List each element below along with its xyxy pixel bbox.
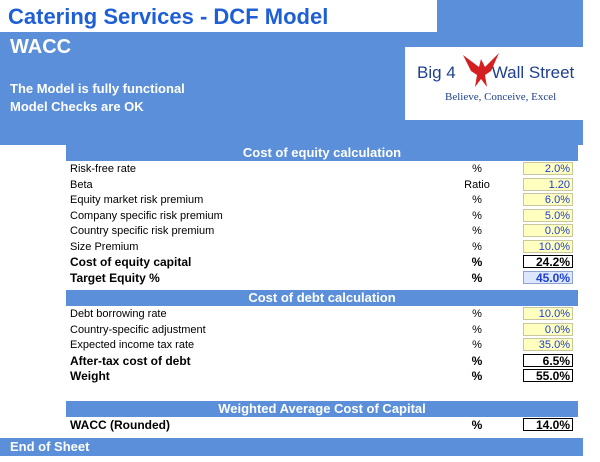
logo-text: Big 4 bbox=[417, 63, 456, 82]
row-value: 24.2% bbox=[523, 255, 573, 269]
table-row: After-tax cost of debt% 6.5% bbox=[66, 353, 578, 369]
row-value: 55.0% bbox=[523, 369, 573, 383]
table-row: Beta Ratio 1.20 bbox=[66, 177, 578, 193]
row-value: 0.0% bbox=[523, 322, 573, 336]
row-unit: % bbox=[472, 339, 482, 351]
row-label: Risk-free rate bbox=[70, 163, 137, 175]
row-value: 2.0% bbox=[523, 162, 573, 175]
sheet-title: Catering Services - DCF Model bbox=[8, 4, 329, 29]
row-label: Cost of equity capital bbox=[70, 255, 192, 269]
table-row: Size Premium% 10.0% bbox=[66, 239, 578, 255]
section-header: Cost of equity calculation bbox=[66, 145, 578, 161]
row-unit: % bbox=[472, 194, 482, 206]
row-unit: % bbox=[472, 209, 482, 222]
table-row: Country-specific adjustment% 0.0% bbox=[66, 322, 578, 338]
row-label: Country specific risk premium bbox=[70, 225, 215, 237]
status-line: Model Checks are OK bbox=[10, 99, 144, 114]
logo: Big 4 Wall Street Believe, Conceive, Exce… bbox=[405, 47, 583, 120]
row-label: Debt borrowing rate bbox=[70, 308, 167, 320]
row-unit: % bbox=[472, 225, 482, 237]
row-value: 14.0% bbox=[523, 418, 573, 432]
row-unit: % bbox=[471, 255, 483, 269]
row-value: 6.5% bbox=[523, 353, 573, 367]
table-row: Expected income tax rate% 35.0% bbox=[66, 338, 578, 353]
row-label: Weight bbox=[70, 369, 110, 383]
row-value: 6.0% bbox=[523, 193, 573, 206]
table-row: Company specific risk premium% 5.0% bbox=[66, 208, 578, 224]
sheet-subtitle: WACC bbox=[10, 36, 72, 58]
row-unit: % bbox=[472, 240, 482, 253]
row-value: 10.0% bbox=[523, 239, 573, 253]
row-unit: % bbox=[471, 418, 483, 432]
row-unit: % bbox=[471, 353, 483, 368]
row-value: 35.0% bbox=[523, 338, 573, 351]
row-label: Expected income tax rate bbox=[70, 339, 195, 351]
table-row: Cost of equity capital% 24.2% bbox=[66, 255, 578, 270]
row-label: WACC (Rounded) bbox=[70, 418, 170, 432]
row-value: 1.20 bbox=[523, 177, 573, 191]
table-row: Country specific risk premium% 0.0% bbox=[66, 224, 578, 239]
section-header: Weighted Average Cost of Capital bbox=[66, 401, 578, 417]
row-label: Size Premium bbox=[70, 240, 139, 253]
logo-eagle bbox=[463, 53, 499, 87]
row-unit: % bbox=[471, 270, 483, 285]
row-unit: % bbox=[472, 308, 482, 320]
table-row: WACC (Rounded)% 14.0% bbox=[66, 418, 578, 433]
row-value: 10.0% bbox=[523, 307, 573, 320]
status-line: The Model is fully functional bbox=[10, 81, 185, 96]
section-header: Cost of debt calculation bbox=[66, 290, 578, 306]
row-label: Country-specific adjustment bbox=[70, 323, 206, 336]
row-label: After-tax cost of debt bbox=[70, 353, 191, 368]
row-unit: % bbox=[472, 163, 482, 175]
row-label: Beta bbox=[70, 178, 93, 191]
table-row: Weight% 55.0% bbox=[66, 369, 578, 384]
row-label: Target Equity % bbox=[70, 270, 160, 285]
row-label: Company specific risk premium bbox=[70, 209, 223, 222]
table-row: Target Equity %% 45.0% bbox=[66, 270, 578, 286]
row-unit: Ratio bbox=[464, 178, 490, 191]
table-row: Equity market risk premium% 6.0% bbox=[66, 193, 578, 208]
row-value: 5.0% bbox=[523, 208, 573, 222]
logo-text: Wall Street bbox=[491, 63, 575, 82]
header-band bbox=[437, 0, 583, 32]
row-unit: % bbox=[471, 369, 483, 383]
row-value: 45.0% bbox=[523, 270, 573, 284]
logo-name: Big 4 Wall Street bbox=[417, 63, 574, 83]
footer: End of Sheet bbox=[0, 438, 583, 456]
table-row: Risk-free rate% 2.0% bbox=[66, 162, 578, 177]
row-unit: % bbox=[472, 323, 482, 336]
table-row: Debt borrowing rate% 10.0% bbox=[66, 307, 578, 322]
row-label: Equity market risk premium bbox=[70, 194, 204, 206]
row-value: 0.0% bbox=[523, 224, 573, 237]
logo-tagline: Believe, Conceive, Excel bbox=[445, 91, 557, 103]
